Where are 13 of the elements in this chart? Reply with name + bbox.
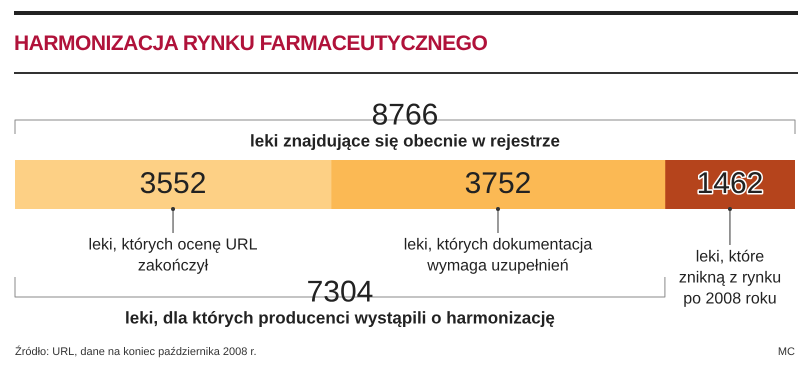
text: MC <box>778 346 796 358</box>
chart-title: HARMONIZACJA RYNKU FARMACEUTYCZNEGO <box>14 32 488 56</box>
data-label: 1462 <box>696 166 764 200</box>
text: 7304 <box>306 275 374 308</box>
text: leki znajdujące się obecnie w rejestrze <box>250 132 560 151</box>
data-label: 3552 <box>140 166 206 200</box>
text: leki, dla których producenci wystąpili o harmonizację <box>125 308 555 328</box>
text: Źródło: URL, dane na koniec października 2008 r. <box>15 345 257 358</box>
series-label: leki, których dokumentacja wymaga uzupełnień <box>404 236 592 274</box>
data-label: 3752 <box>464 166 532 200</box>
series-label: leki, których ocenę URL zakończył <box>88 236 258 274</box>
text: leki, które znikną z rynku po 2008 roku <box>678 248 782 308</box>
text: 8766 <box>372 98 438 132</box>
